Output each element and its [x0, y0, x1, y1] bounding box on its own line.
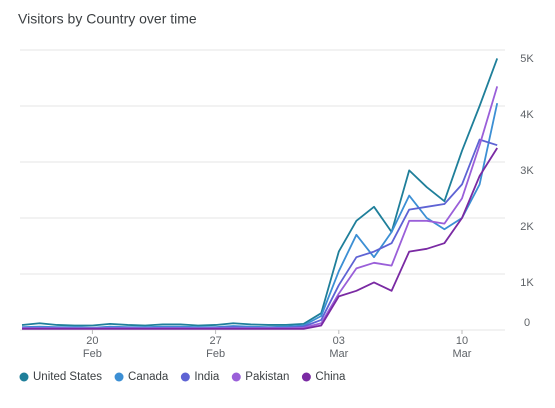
y-tick-label: 4K [520, 109, 534, 121]
legend-item: Canada [114, 371, 169, 383]
series-line [22, 147, 498, 330]
x-tick-sublabel: Feb [83, 348, 102, 360]
y-tick-label: 5K [520, 53, 534, 65]
x-tick-label: 20 [86, 335, 98, 347]
y-tick-label: 0 [524, 317, 530, 329]
chart-title: Visitors by Country over time [18, 11, 197, 27]
legend-item: United States [19, 371, 102, 383]
series-line [22, 138, 498, 330]
legend-label: India [194, 371, 220, 383]
legend-swatch [180, 372, 190, 382]
series-line [21, 103, 499, 329]
legend-swatch [231, 372, 241, 382]
legend-item: China [301, 371, 346, 383]
y-tick-label: 3K [520, 165, 534, 177]
x-tick-label: 27 [209, 335, 221, 347]
y-tick-label: 1K [520, 277, 534, 289]
legend-swatch [19, 372, 29, 382]
x-tick-sublabel: Feb [206, 348, 225, 360]
legend-item: Pakistan [231, 371, 289, 383]
legend-label: Canada [128, 371, 169, 383]
x-tick-label: 03 [333, 335, 345, 347]
series-line [21, 58, 499, 327]
legend-label: China [315, 371, 346, 383]
legend-swatch [114, 372, 124, 382]
y-tick-label: 2K [520, 221, 534, 233]
legend-label: Pakistan [245, 371, 289, 383]
legend-swatch [301, 372, 311, 382]
legend-label: United States [33, 371, 102, 383]
x-tick-sublabel: Mar [453, 348, 472, 360]
x-tick-label: 10 [456, 335, 468, 347]
legend-item: India [180, 371, 220, 383]
x-tick-sublabel: Mar [329, 348, 348, 360]
